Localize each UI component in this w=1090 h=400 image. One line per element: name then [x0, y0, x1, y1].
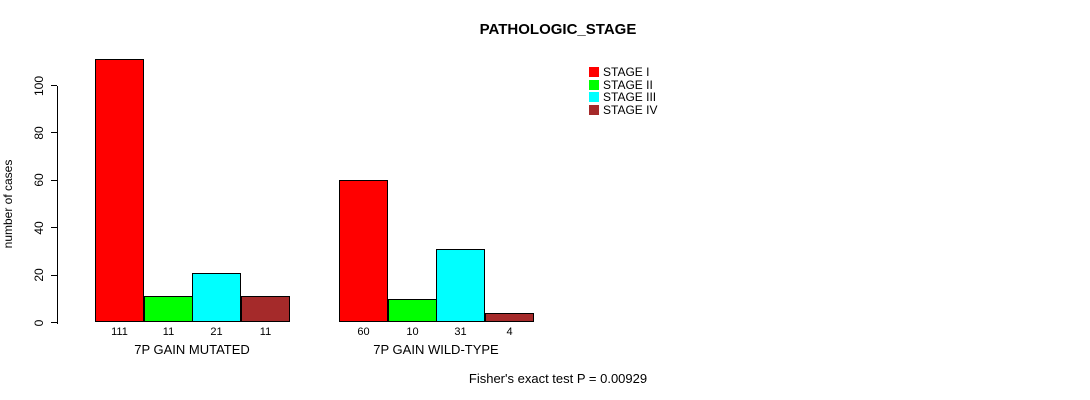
y-axis-tick-label: 20: [32, 268, 46, 282]
y-axis-label: number of cases: [1, 159, 15, 249]
bar-value-label: 10: [406, 326, 419, 338]
y-axis-tick-label: 80: [32, 126, 46, 140]
bar-stage-ii: [388, 298, 437, 323]
legend-label: STAGE III: [603, 90, 657, 105]
legend-swatch-icon: [589, 67, 599, 78]
y-axis-tick: [51, 85, 57, 86]
bar-stage-iii: [436, 249, 485, 323]
y-axis-tick-label: 0: [32, 319, 46, 326]
y-axis-tick: [51, 132, 57, 134]
bar-value-label: 111: [111, 326, 128, 338]
bar-value-label: 60: [357, 326, 370, 338]
bar-value-label: 21: [210, 326, 223, 338]
y-axis-tick: [51, 179, 57, 181]
y-axis-tick-label: 60: [32, 173, 46, 187]
legend-row: STAGE IV: [589, 104, 657, 117]
bar-value-label: 4: [506, 326, 513, 338]
fisher-test-annotation: Fisher's exact test P = 0.00929: [468, 371, 648, 386]
y-axis-tick: [51, 274, 57, 276]
group-label: 7P GAIN MUTATED: [134, 342, 250, 357]
bar-stage-iv: [485, 313, 534, 323]
legend-label: STAGE I: [603, 65, 650, 80]
y-axis-line: [57, 85, 58, 324]
bar-stage-iii: [192, 272, 241, 323]
group-label: 7P GAIN WILD-TYPE: [373, 342, 499, 357]
y-axis-tick-label: 40: [32, 221, 46, 235]
bar-value-label: 11: [162, 326, 175, 338]
chart-title: PATHOLOGIC_STAGE: [479, 21, 637, 38]
bar-value-label: 11: [259, 326, 272, 338]
bar-stage-ii: [144, 296, 193, 323]
legend-label: STAGE IV: [603, 102, 658, 117]
bar-stage-i: [95, 59, 144, 323]
y-axis-tick-label: 100: [32, 75, 46, 96]
y-axis-tick: [51, 322, 57, 323]
legend: STAGE I STAGE II STAGE III STAGE IV: [589, 66, 657, 116]
bar-value-label: 31: [454, 326, 467, 338]
legend-row: STAGE III: [589, 91, 657, 104]
legend-row: STAGE II: [589, 79, 657, 92]
y-axis-tick: [51, 227, 57, 229]
legend-swatch-icon: [589, 92, 599, 103]
bar-stage-iv: [241, 296, 290, 323]
legend-swatch-icon: [589, 104, 599, 115]
legend-label: STAGE II: [603, 77, 653, 92]
legend-row: STAGE I: [589, 66, 657, 79]
legend-swatch-icon: [589, 79, 599, 90]
bar-stage-i: [339, 180, 388, 323]
